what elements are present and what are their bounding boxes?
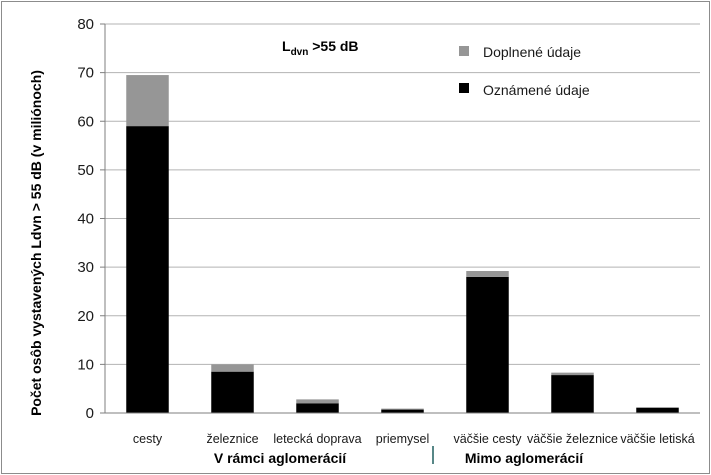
bar-reported xyxy=(636,407,679,413)
y-axis-label: Počet osôb vystavených Ldvn > 55 dB (v m… xyxy=(28,70,44,416)
x-tick-label: železnice xyxy=(206,432,258,446)
annotation-rest: >55 dB xyxy=(308,38,358,54)
bar-supplemented xyxy=(296,399,339,404)
chart-annotation: Ldvn >55 dB xyxy=(282,38,359,58)
group-label-within: V rámci aglomerácií xyxy=(214,450,347,466)
y-tick-label: 20 xyxy=(77,308,94,325)
x-tick-label: väčšie cesty xyxy=(453,432,522,446)
legend-label-supplemented: Doplnené údaje xyxy=(483,44,581,60)
bar-supplemented xyxy=(466,271,509,277)
axes: 0 10 20 30 40 50 60 70 80 cesty železnice letecká d… xyxy=(77,16,700,446)
group-label-outside: Mimo aglomerácií xyxy=(465,450,584,466)
y-tick-label: 10 xyxy=(77,356,94,373)
x-tick-label: priemysel xyxy=(376,432,430,446)
bar-supplemented xyxy=(551,372,594,376)
x-tick-label: cesty xyxy=(133,432,163,446)
x-tick-label: letecká doprava xyxy=(273,432,361,446)
bar-reported xyxy=(296,403,339,413)
bar-reported xyxy=(551,375,594,413)
legend-swatch-reported xyxy=(459,83,469,93)
y-tick-label: 0 xyxy=(86,405,94,422)
bar-reported xyxy=(211,371,254,413)
x-tick-label: väčšie železnice xyxy=(527,432,618,446)
bar-supplemented xyxy=(126,75,169,127)
y-tick-label: 60 xyxy=(77,113,94,130)
bar-reported xyxy=(466,276,509,413)
y-tick-label: 50 xyxy=(77,162,94,179)
x-tick-label: väčšie letiská xyxy=(620,432,694,446)
legend-label-reported: Oznámené údaje xyxy=(483,82,590,98)
group-labels: V rámci aglomerácií Mimo aglomerácií xyxy=(214,446,584,466)
annotation-subscript: dvn xyxy=(291,47,309,58)
legend-swatch-supplemented xyxy=(459,46,469,56)
bar-supplemented xyxy=(381,408,424,410)
y-tick-label: 70 xyxy=(77,65,94,82)
bar-supplemented xyxy=(211,364,254,372)
annotation-main: L xyxy=(282,38,291,54)
bars xyxy=(126,75,679,414)
legend: Doplnené údaje Oznámené údaje xyxy=(459,44,590,98)
gridlines xyxy=(105,23,700,365)
bar-reported xyxy=(381,409,424,413)
y-tick-label: 80 xyxy=(77,16,94,33)
y-tick-label: 30 xyxy=(77,259,94,276)
bar-reported xyxy=(126,126,169,414)
y-tick-label: 40 xyxy=(77,211,94,228)
